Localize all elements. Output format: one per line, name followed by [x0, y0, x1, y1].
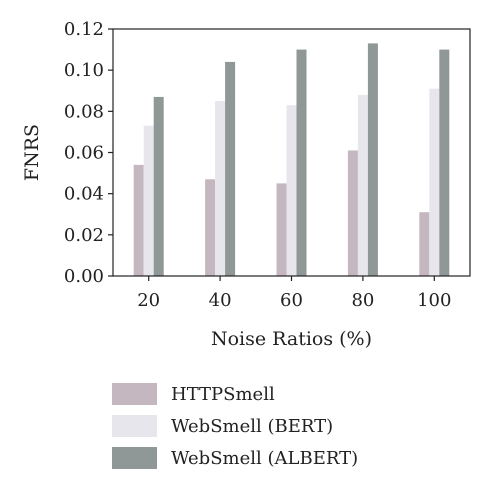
y-tick-label: 0.00	[64, 266, 104, 287]
x-tick-label: 20	[137, 290, 160, 311]
x-axis-title: Noise Ratios (%)	[211, 328, 372, 350]
bar-websmell-bert-60	[286, 105, 297, 277]
bar-websmell-bert-100	[429, 88, 440, 276]
legend-label: HTTPSmell	[171, 383, 275, 405]
bar-httpsmell-60	[276, 183, 287, 276]
y-tick-label: 0.04	[64, 184, 104, 205]
bar-websmell-albert-40	[225, 61, 236, 276]
y-tick-label: 0.10	[64, 60, 104, 81]
bar-websmell-bert-80	[357, 94, 368, 276]
bar-websmell-albert-100	[439, 49, 450, 277]
x-tick-label: 40	[209, 290, 232, 311]
bar-httpsmell-100	[419, 212, 430, 276]
y-tick-label: 0.06	[64, 143, 104, 164]
y-axis-ticks: 0.00 0.02 0.04 0.06 0.08 0.10 0.12	[64, 19, 113, 287]
legend-swatch-httpsmell	[112, 383, 157, 405]
legend-swatch-websmell-albert	[112, 447, 157, 469]
bar-websmell-albert-20	[153, 96, 164, 276]
bar-series	[133, 43, 450, 277]
bar-websmell-albert-80	[367, 43, 378, 277]
y-tick-label: 0.12	[64, 19, 104, 40]
bar-websmell-bert-20	[143, 125, 154, 276]
legend-item-websmell-albert: WebSmell (ALBERT)	[112, 442, 412, 474]
plot-frame	[112, 28, 471, 277]
x-tick-label: 60	[280, 290, 303, 311]
bar-httpsmell-20	[133, 164, 144, 276]
x-tick-label: 100	[417, 290, 451, 311]
legend-item-httpsmell: HTTPSmell	[112, 378, 412, 410]
x-axis-ticks: 20 40 60 80 100	[137, 276, 451, 311]
legend: HTTPSmell WebSmell (BERT) WebSmell (ALBE…	[112, 378, 412, 474]
legend-swatch-websmell-bert	[112, 415, 157, 437]
x-tick-label: 80	[351, 290, 374, 311]
bar-httpsmell-40	[205, 179, 216, 276]
y-tick-label: 0.08	[64, 101, 104, 122]
bar-httpsmell-80	[347, 150, 358, 276]
bar-websmell-bert-40	[215, 101, 226, 277]
legend-item-websmell-bert: WebSmell (BERT)	[112, 410, 412, 442]
bar-websmell-albert-60	[296, 49, 307, 277]
legend-label: WebSmell (BERT)	[171, 415, 334, 437]
legend-label: WebSmell (ALBERT)	[171, 447, 359, 469]
y-axis-title: FNRS	[21, 124, 43, 181]
y-tick-label: 0.02	[64, 225, 104, 246]
